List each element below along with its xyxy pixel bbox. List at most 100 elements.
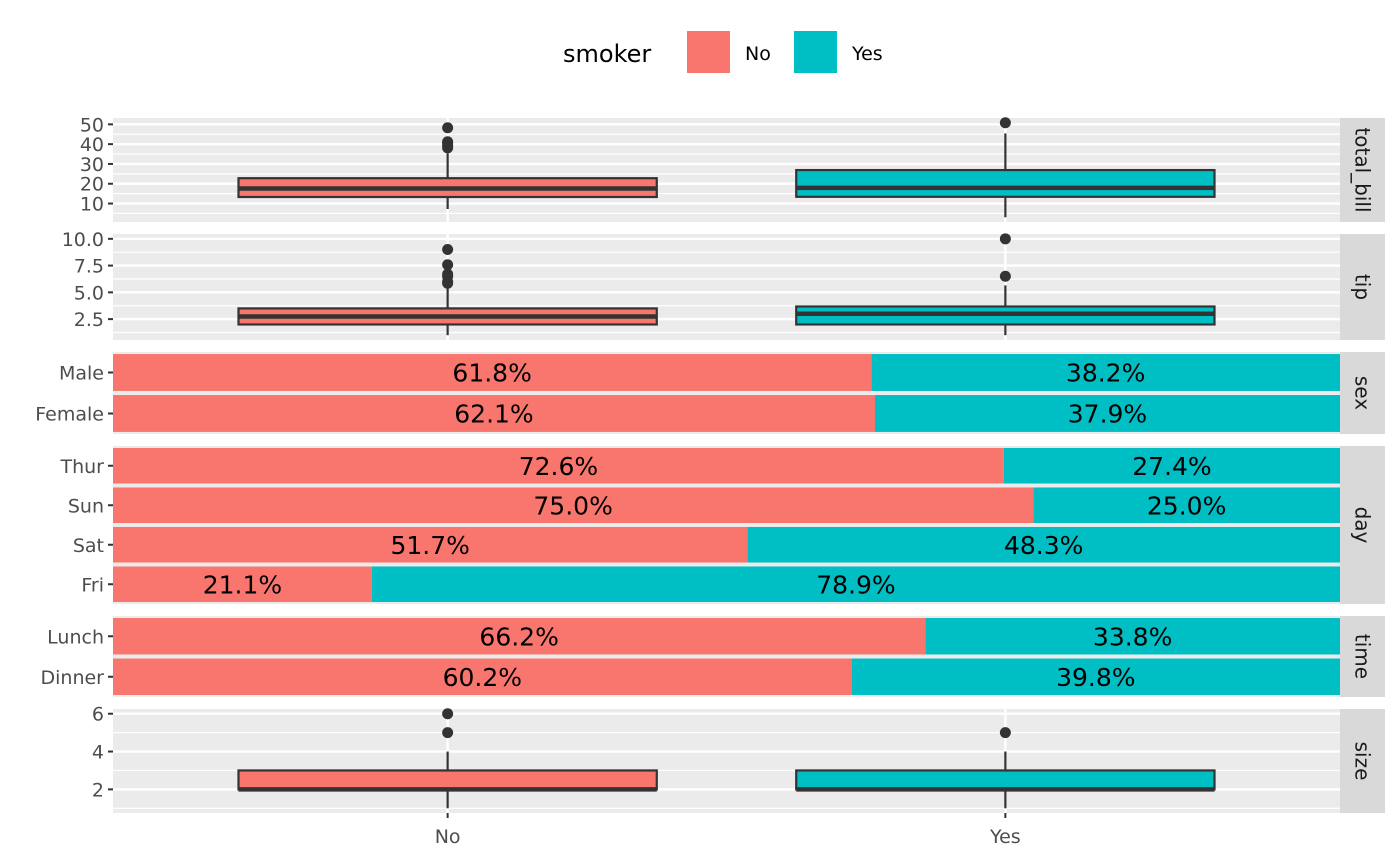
data-label-yes: 78.9% (816, 570, 895, 599)
data-label-yes: 38.2% (1066, 359, 1145, 388)
outlier-point (442, 122, 454, 134)
outlier-point (442, 259, 454, 271)
strip-label: day (1351, 507, 1375, 544)
outlier-point (999, 233, 1011, 245)
bar-segment-yes (851, 658, 1340, 695)
bar-segment-yes (874, 395, 1340, 432)
y-tick-label: 20 (80, 174, 104, 196)
y-tick-label: Dinner (41, 667, 105, 689)
x-tick-label: Yes (989, 826, 1021, 848)
data-label-no: 61.8% (452, 359, 531, 388)
outlier-point (999, 117, 1011, 129)
bar-female: 62.1% 37.9% Female (35, 395, 1340, 432)
box-no (237, 244, 658, 336)
panel-day: day 72.6% 27.4% Thur 75.0% 25.0% Sun 51.7% 48.3%… (59, 446, 1385, 604)
bar-thur: 72.6% 27.4% Thur (59, 447, 1340, 484)
panel-tip: tip 2.5 5.0 7.5 10.0 (62, 229, 1385, 340)
bar-segment-yes (1033, 487, 1340, 524)
box-no (237, 708, 658, 809)
box-yes (795, 233, 1216, 336)
y-tick-label: Lunch (47, 626, 104, 648)
box-yes (795, 117, 1216, 218)
x-axis: No Yes (435, 813, 1021, 848)
box-iqr (237, 769, 658, 791)
bar-sat: 51.7% 48.3% Sat (73, 526, 1340, 563)
y-tick-label: 2.5 (74, 309, 104, 331)
y-tick-label: 50 (80, 114, 104, 136)
legend-title: smoker (563, 40, 651, 68)
y-tick-label: 7.5 (74, 256, 104, 278)
y-tick-label: 2 (92, 779, 104, 801)
legend-key-yes (794, 31, 837, 73)
bar-segment-yes (871, 354, 1340, 391)
data-label-yes: 27.4% (1132, 452, 1211, 481)
strip-background (1340, 709, 1385, 813)
data-label-no: 62.1% (454, 400, 533, 429)
data-label-no: 72.6% (519, 452, 598, 481)
data-label-yes: 48.3% (1004, 531, 1083, 560)
legend-label-no: No (745, 43, 771, 65)
data-label-no: 60.2% (443, 663, 522, 692)
outlier-point (999, 270, 1011, 282)
panel-time: time 66.2% 33.8% Lunch 60.2% 39.8% Dinner (41, 616, 1385, 697)
box-iqr (795, 168, 1216, 198)
bar-segment-no (113, 658, 852, 695)
outlier-point (442, 727, 454, 739)
bar-segment-no (113, 566, 372, 603)
legend: smoker No Yes (563, 31, 883, 73)
y-tick-label: Fri (81, 574, 104, 596)
outlier-point (999, 727, 1011, 739)
bar-segment-no (113, 526, 748, 563)
data-label-no: 51.7% (390, 531, 469, 560)
strip-label: size (1351, 742, 1375, 781)
panel-background (113, 709, 1340, 813)
bar-segment-yes (371, 566, 1341, 603)
bar-lunch: 66.2% 33.8% Lunch (47, 618, 1340, 655)
bar-segment-yes (747, 526, 1340, 563)
box-yes (795, 727, 1216, 809)
bar-sun: 75.0% 25.0% Sun (68, 487, 1340, 524)
bar-segment-no (113, 447, 1004, 484)
legend-label-yes: Yes (851, 43, 883, 65)
legend-key-no (687, 31, 730, 73)
data-label-no: 75.0% (533, 491, 612, 520)
x-tick-label: No (435, 826, 461, 848)
data-label-yes: 37.9% (1068, 400, 1147, 429)
strip-label: tip (1351, 274, 1375, 300)
strip-background (1340, 352, 1385, 434)
bar-segment-no (113, 354, 872, 391)
box-iqr (795, 769, 1216, 791)
bar-fri: 21.1% 78.9% Fri (81, 566, 1341, 603)
y-tick-label: 5.0 (74, 282, 104, 304)
y-tick-label: 6 (92, 704, 104, 726)
y-tick-label: 10.0 (62, 229, 104, 251)
strip-label: time (1351, 634, 1375, 679)
y-tick-label: 10 (80, 194, 104, 216)
outlier-point (442, 136, 454, 148)
y-tick-label: Sun (68, 495, 104, 517)
data-label-yes: 33.8% (1093, 622, 1172, 651)
y-tick-label: Sat (73, 535, 104, 557)
data-label-yes: 39.8% (1056, 663, 1135, 692)
y-tick-label: Male (59, 363, 104, 385)
bar-segment-no (113, 618, 926, 655)
box-no (237, 122, 658, 209)
outlier-point (442, 244, 454, 256)
strip-background (1340, 446, 1385, 604)
data-label-yes: 25.0% (1147, 491, 1226, 520)
outlier-point (442, 708, 454, 720)
bar-segment-no (113, 487, 1034, 524)
panel-sex: sex 61.8% 38.2% Male 62.1% 37.9% Female (35, 352, 1385, 434)
data-label-no: 21.1% (203, 570, 282, 599)
strip-label: sex (1351, 376, 1375, 410)
data-label-no: 66.2% (479, 622, 558, 651)
strip-background (1340, 118, 1385, 222)
bar-segment-no (113, 395, 875, 432)
y-tick-label: 40 (80, 134, 104, 156)
outlier-point (442, 268, 454, 280)
bar-dinner: 60.2% 39.8% Dinner (41, 658, 1340, 695)
strip-label: total_bill (1351, 127, 1375, 212)
bar-male: 61.8% 38.2% Male (59, 354, 1340, 391)
